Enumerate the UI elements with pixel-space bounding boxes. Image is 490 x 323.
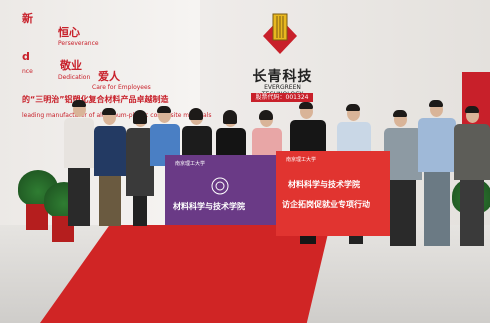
wall-slogan-left-2: d xyxy=(22,50,30,63)
wall-slogan-2: 敬业 xyxy=(60,59,82,72)
wall-slogan-left-3: nce xyxy=(22,68,33,75)
wall-slogan-3: 爱人 xyxy=(98,70,120,83)
red-banner: 南京理工大学 材料科学与技术学院 访企拓岗促就业专项行动 xyxy=(276,151,390,236)
red-banner-school: 南京理工大学 xyxy=(286,157,317,163)
red-banner-title-1: 材料科学与技术学院 xyxy=(288,180,360,189)
wall-slogan-left-1: 新 xyxy=(22,12,33,25)
wall-slogan-1: 恒心 xyxy=(58,26,80,39)
wall-headline: 的“三明治”铝塑化复合材料产品卓越制造 xyxy=(22,95,169,104)
wall-slogan-1-en: Perseverance xyxy=(58,40,99,47)
wall-headline-en: leading manufacturer of aluminum-plastic… xyxy=(22,112,212,119)
logo-name: 长青科技 xyxy=(252,69,313,85)
evergreen-logo-icon xyxy=(263,13,297,54)
red-banner-title-2: 访企拓岗促就业专项行动 xyxy=(282,200,370,209)
stock-code: 股票代码：001324 xyxy=(251,93,313,102)
purple-banner: 南京理工大学 材料科学与技术学院 xyxy=(165,155,276,225)
wall-slogan-2-en: Dedication xyxy=(58,74,91,81)
purple-banner-title: 材料科学与技术学院 xyxy=(173,202,245,211)
purple-banner-school: 南京理工大学 xyxy=(175,161,206,167)
school-emblem-icon xyxy=(211,177,229,195)
wall-slogan-3-en: Care for Employees xyxy=(92,84,151,91)
